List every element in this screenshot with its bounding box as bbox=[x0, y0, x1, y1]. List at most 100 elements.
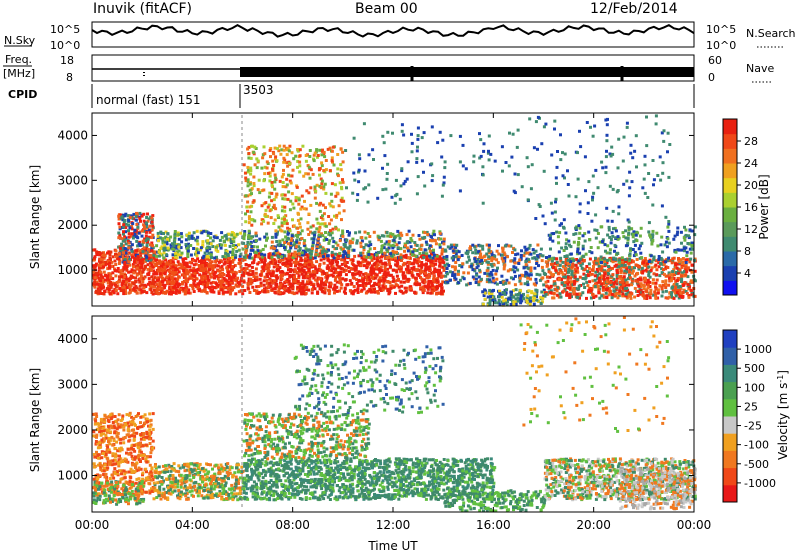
range-cell bbox=[303, 259, 307, 263]
range-cell bbox=[441, 274, 445, 278]
range-cell bbox=[479, 254, 482, 258]
range-cell bbox=[445, 255, 449, 258]
range-cell bbox=[253, 239, 256, 243]
range-cell bbox=[329, 204, 333, 208]
range-cell bbox=[515, 145, 519, 149]
range-cell bbox=[287, 231, 291, 235]
range-cell bbox=[630, 292, 634, 296]
range-cell bbox=[117, 252, 121, 256]
range-cell bbox=[403, 249, 406, 253]
range-cell bbox=[228, 244, 232, 248]
range-cell bbox=[596, 270, 600, 274]
range-cell bbox=[168, 275, 172, 279]
cpid-segment-2: 3503 bbox=[243, 83, 274, 97]
range-cell bbox=[262, 265, 265, 269]
range-cell bbox=[239, 265, 243, 269]
range-cell bbox=[343, 245, 347, 249]
range-cell bbox=[307, 212, 311, 216]
range-cell bbox=[428, 285, 432, 289]
range-cell bbox=[594, 282, 597, 286]
range-cell bbox=[391, 131, 394, 135]
range-cell bbox=[419, 263, 423, 267]
range-cell bbox=[421, 263, 425, 267]
range-cell bbox=[282, 160, 286, 164]
range-cell bbox=[294, 270, 298, 273]
range-cell bbox=[303, 262, 307, 266]
range-cell bbox=[161, 283, 165, 287]
range-cell bbox=[574, 286, 578, 290]
range-cell bbox=[675, 288, 679, 292]
range-cell bbox=[504, 281, 508, 285]
range-cell bbox=[337, 228, 340, 232]
range-cell bbox=[150, 291, 154, 294]
range-cell bbox=[280, 209, 284, 213]
range-cell bbox=[246, 184, 250, 188]
range-cell bbox=[266, 221, 270, 225]
range-cell bbox=[200, 266, 204, 270]
range-cell bbox=[357, 254, 361, 258]
range-cell bbox=[420, 159, 424, 163]
range-cell bbox=[489, 152, 493, 156]
range-cell bbox=[204, 269, 208, 273]
range-cell bbox=[471, 275, 475, 279]
range-cell bbox=[141, 229, 144, 233]
range-cell bbox=[266, 264, 270, 268]
range-cell bbox=[522, 266, 526, 270]
range-cell bbox=[126, 252, 130, 256]
range-cell bbox=[115, 255, 118, 259]
range-cell bbox=[516, 293, 520, 296]
range-cell bbox=[419, 271, 423, 275]
range-cell bbox=[391, 232, 395, 236]
range-cell bbox=[287, 252, 291, 256]
range-cell bbox=[292, 291, 296, 295]
range-cell bbox=[502, 291, 506, 295]
range-cell bbox=[167, 262, 171, 266]
range-cell bbox=[379, 239, 383, 243]
range-cell bbox=[178, 266, 182, 270]
range-cell bbox=[448, 270, 452, 274]
range-cell bbox=[644, 277, 647, 281]
range-cell bbox=[311, 224, 315, 228]
range-cell bbox=[364, 186, 367, 190]
range-cell bbox=[273, 187, 277, 191]
range-cell bbox=[396, 261, 400, 265]
range-cell bbox=[227, 290, 231, 294]
range-cell bbox=[341, 150, 345, 154]
range-cell bbox=[664, 265, 668, 269]
range-cell bbox=[393, 236, 396, 240]
range-cell bbox=[319, 285, 323, 289]
range-cell bbox=[170, 280, 174, 284]
range-cell bbox=[132, 260, 136, 264]
range-cell bbox=[338, 281, 342, 285]
range-cell bbox=[626, 270, 629, 274]
range-cell bbox=[217, 291, 221, 295]
range-cell bbox=[307, 233, 311, 236]
range-cell bbox=[593, 278, 597, 282]
range-cell bbox=[206, 241, 210, 245]
range-cell bbox=[99, 266, 103, 270]
range-cell bbox=[340, 218, 343, 222]
range-cell bbox=[302, 274, 306, 278]
range-cell bbox=[313, 270, 317, 274]
range-cell bbox=[204, 263, 208, 267]
noise-right-label: N.Search bbox=[746, 27, 796, 40]
range-cell bbox=[364, 236, 368, 240]
range-cell bbox=[582, 272, 586, 276]
range-cell bbox=[268, 148, 272, 152]
range-cell bbox=[337, 204, 341, 208]
range-cell bbox=[132, 271, 136, 275]
nave-label: Nave bbox=[746, 62, 774, 75]
range-cell bbox=[541, 276, 545, 280]
range-cell bbox=[616, 274, 619, 278]
range-cell bbox=[407, 269, 411, 273]
range-cell bbox=[670, 291, 674, 295]
range-cell bbox=[523, 251, 527, 255]
range-cell bbox=[153, 288, 156, 292]
range-cell bbox=[387, 242, 391, 246]
range-cell bbox=[420, 136, 424, 140]
range-cell bbox=[203, 285, 207, 289]
range-cell bbox=[639, 282, 643, 286]
range-cell bbox=[273, 173, 277, 177]
range-cell bbox=[285, 153, 289, 157]
range-cell bbox=[300, 205, 304, 209]
